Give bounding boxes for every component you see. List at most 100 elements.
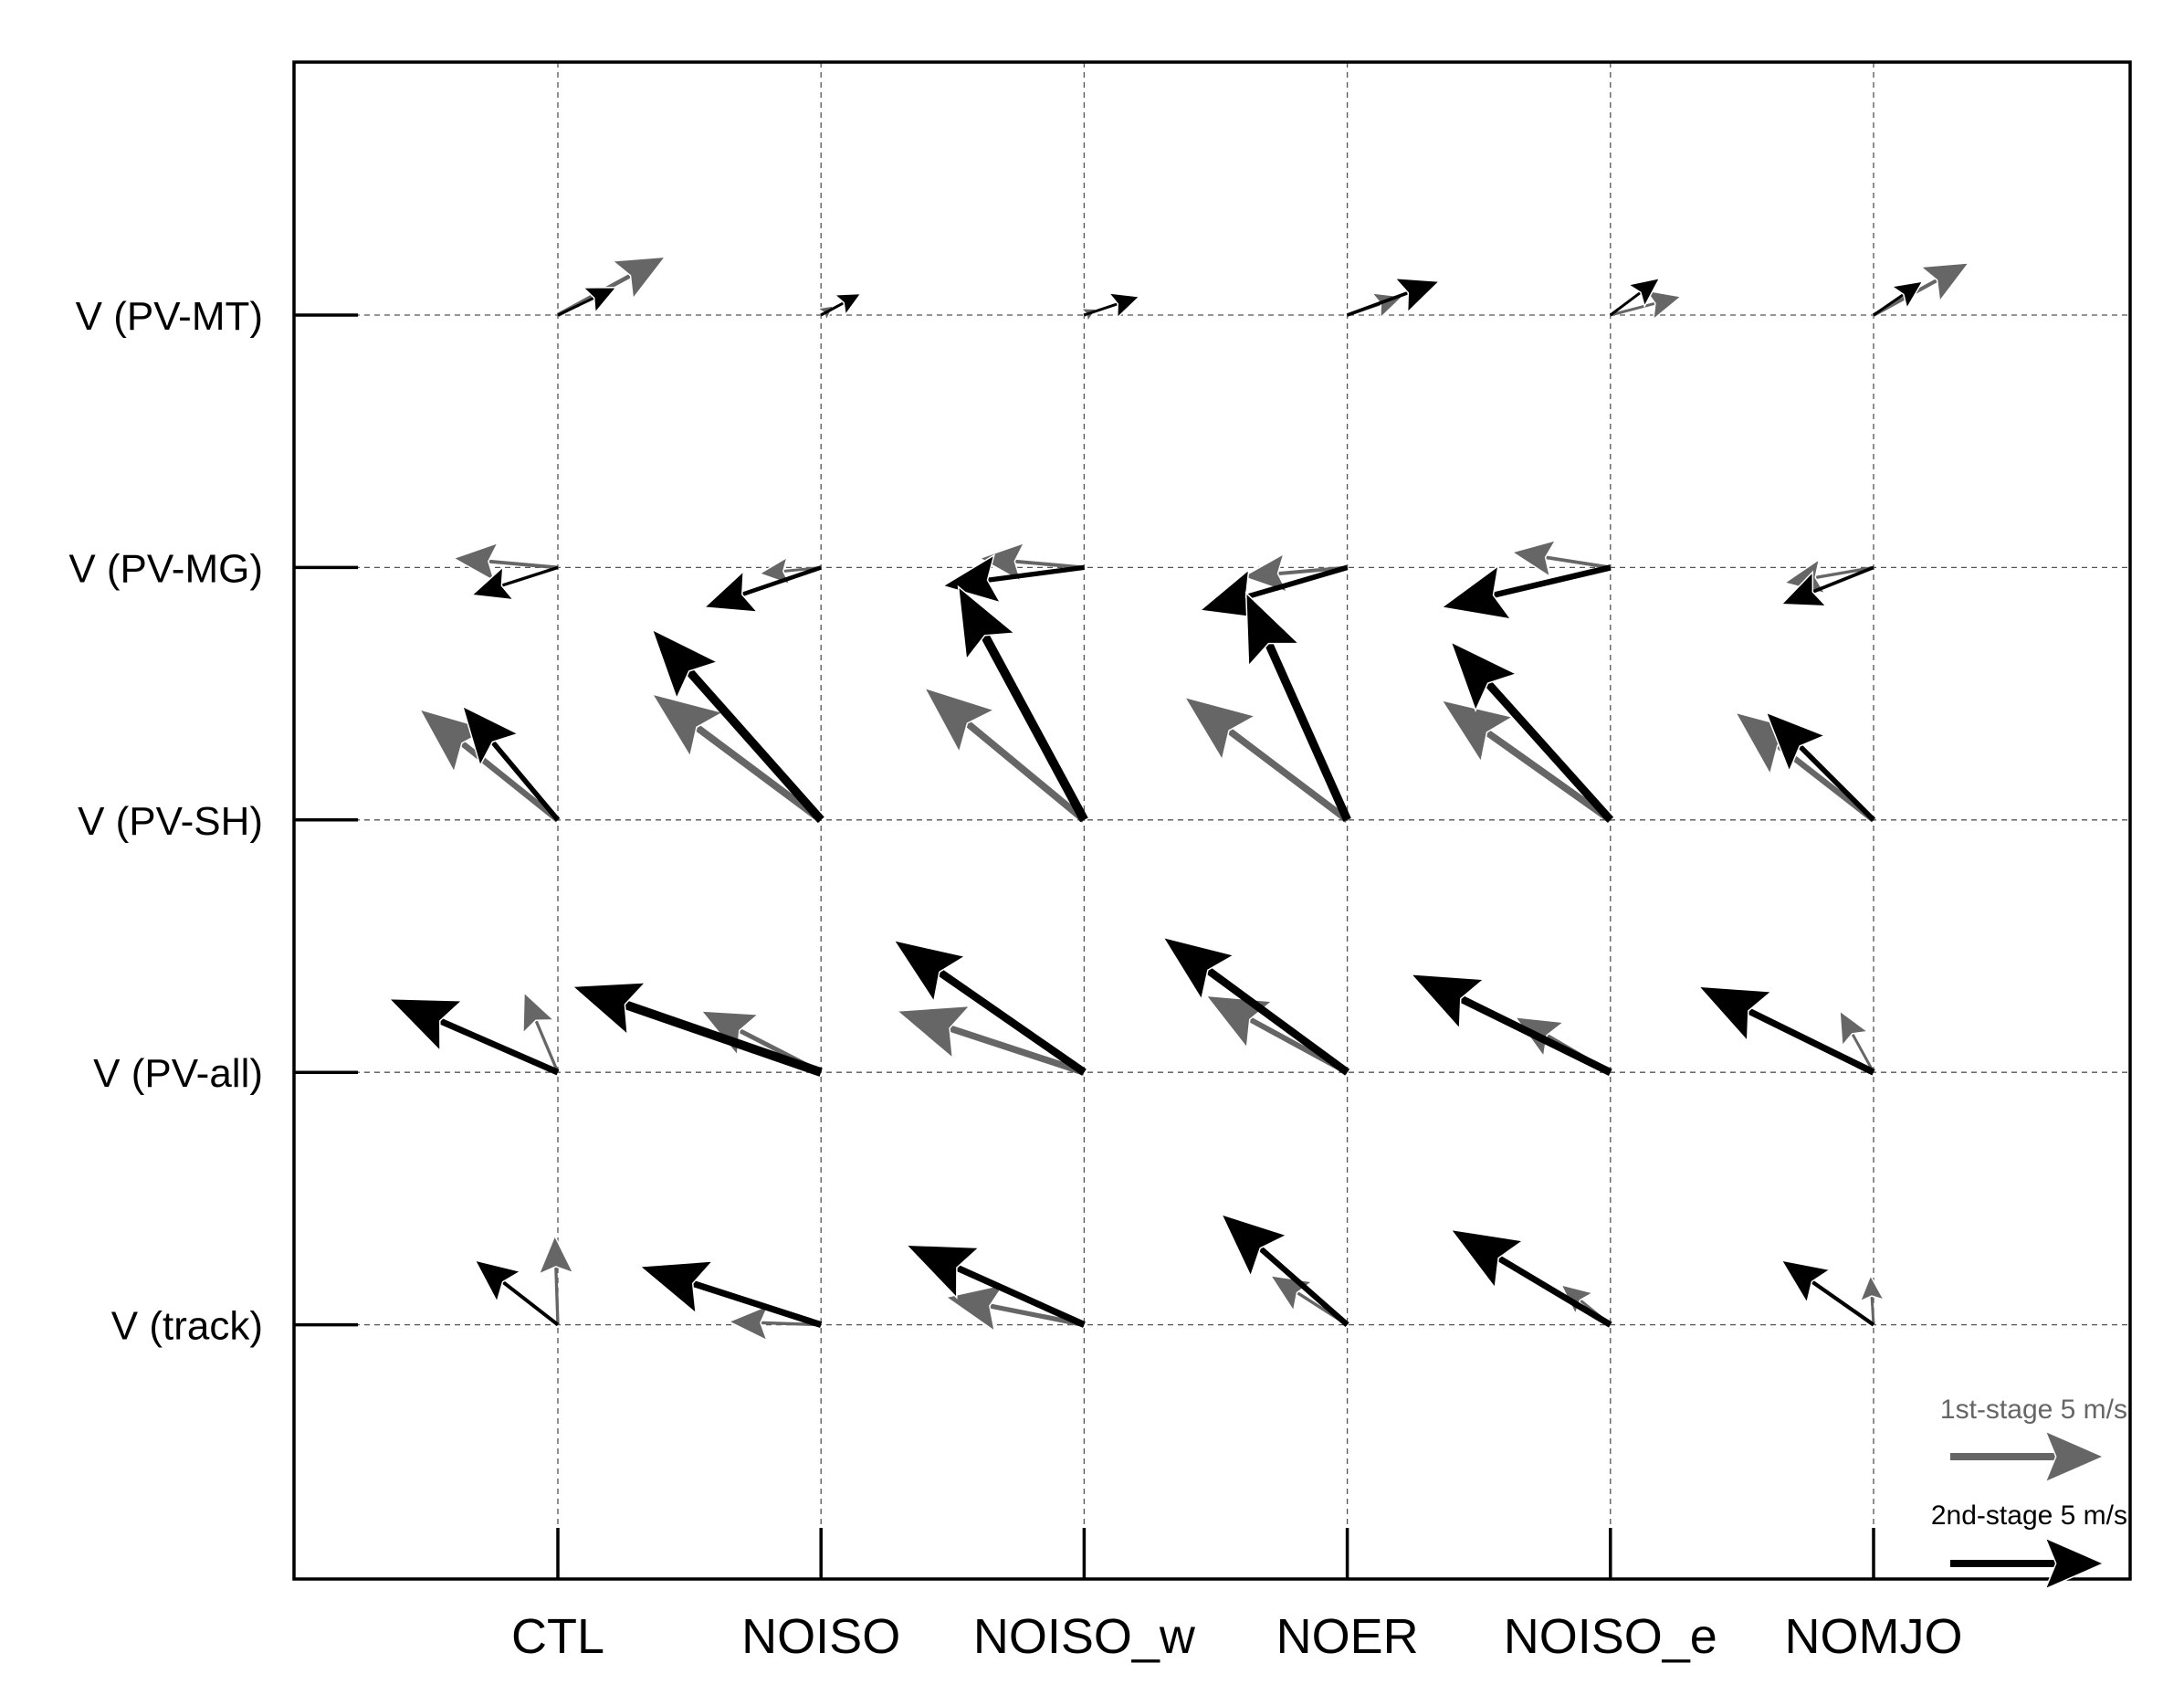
x-tick-label: NOISO_e bbox=[1504, 1609, 1717, 1664]
arrow-shaft bbox=[1265, 641, 1351, 822]
arrow-head bbox=[1696, 985, 1774, 1043]
arrow-shaft bbox=[1609, 290, 1642, 317]
arrow-head bbox=[1643, 289, 1683, 321]
arrow-shaft bbox=[1798, 743, 1876, 822]
vector-second-stage-v-pv-sh-noiso-w bbox=[957, 584, 1088, 823]
arrow-shaft bbox=[989, 1303, 1085, 1328]
arrow-head bbox=[1918, 262, 1970, 303]
x-tick-label: NOISO_w bbox=[973, 1609, 1196, 1664]
arrow-head bbox=[1839, 1009, 1870, 1048]
arrow-head bbox=[522, 991, 556, 1035]
arrow-shaft bbox=[1610, 301, 1656, 317]
arrow-shaft bbox=[1485, 729, 1613, 823]
arrow-shaft bbox=[500, 565, 559, 587]
arrow-head bbox=[473, 1258, 523, 1304]
arrow-head bbox=[944, 1283, 1006, 1333]
legend-label-second-stage: 2nd-stage 5 m/s bbox=[1931, 1500, 2127, 1531]
arrow-head bbox=[833, 292, 863, 317]
arrow-shaft bbox=[438, 1017, 560, 1076]
y-tick-label: V (PV-MG) bbox=[68, 546, 263, 591]
vector-second-stage-v-pv-sh-noiso-e bbox=[1449, 640, 1614, 823]
arrow-shaft bbox=[623, 1000, 823, 1077]
arrow-head bbox=[727, 1304, 770, 1342]
arrow-head bbox=[387, 997, 464, 1053]
arrow-head bbox=[1626, 277, 1662, 309]
arrow-shaft bbox=[1492, 564, 1612, 598]
arrow-head bbox=[940, 553, 1003, 605]
arrow-head bbox=[1107, 291, 1141, 320]
x-tick-label: CTL bbox=[511, 1609, 604, 1664]
arrow-head bbox=[1161, 936, 1236, 1002]
arrow-shaft bbox=[490, 740, 561, 822]
vector-second-stage-v-pv-sh-noiso bbox=[651, 628, 824, 823]
vector-second-stage-v-track-noiso bbox=[638, 1260, 823, 1328]
arrow-head bbox=[923, 687, 996, 754]
arrow-head bbox=[978, 542, 1026, 583]
arrow-head bbox=[537, 1234, 575, 1276]
vector-first-stage-v-track-nomjo bbox=[1859, 1274, 1885, 1325]
arrow-head bbox=[650, 692, 725, 759]
arrow-shaft bbox=[1496, 1255, 1612, 1328]
arrow-shaft bbox=[1346, 290, 1409, 317]
arrow-shaft bbox=[741, 565, 822, 597]
arrow-shaft bbox=[1811, 565, 1874, 594]
arrow-head bbox=[1449, 1228, 1525, 1290]
arrow-shaft bbox=[981, 633, 1088, 823]
arrow-head bbox=[611, 256, 667, 300]
vector-first-stage-v-pv-sh-noiso-e bbox=[1440, 699, 1613, 823]
arrow-head bbox=[1510, 539, 1558, 579]
vector-second-stage-v-track-ctl bbox=[473, 1258, 560, 1327]
arrow-head bbox=[1890, 279, 1925, 311]
axes bbox=[292, 60, 2132, 1581]
arrow-shaft bbox=[691, 1279, 823, 1328]
arrow-shaft bbox=[1258, 1246, 1349, 1327]
vector-second-stage-v-track-nomjo bbox=[1780, 1258, 1875, 1327]
arrow-shaft bbox=[557, 296, 595, 317]
vector-second-stage-v-pv-sh-noer bbox=[1244, 591, 1351, 822]
arrow-head bbox=[957, 584, 1017, 661]
arrow-shaft bbox=[534, 1019, 560, 1073]
y-tick-label: V (PV-SH) bbox=[78, 799, 263, 844]
arrow-head bbox=[1765, 711, 1827, 774]
arrow-shaft bbox=[1083, 302, 1118, 317]
vector-second-stage-v-pv-mg-nomjo bbox=[1780, 565, 1874, 607]
vector-first-stage-v-pv-sh-noer bbox=[1182, 696, 1349, 823]
vector-second-stage-v-track-noer bbox=[1220, 1213, 1349, 1327]
legend-arrow-second-stage bbox=[1950, 1536, 2105, 1591]
x-tick-label: NOER bbox=[1276, 1609, 1419, 1664]
vector-first-stage-v-pv-all-nomjo bbox=[1839, 1009, 1875, 1073]
vector-second-stage-v-pv-mg-noiso-e bbox=[1440, 563, 1612, 621]
arrow-head bbox=[892, 939, 967, 1004]
arrow-shaft bbox=[1870, 1296, 1875, 1325]
arrow-head bbox=[1440, 563, 1513, 621]
arrow-shaft bbox=[1814, 565, 1874, 580]
arrow-shaft bbox=[1485, 680, 1614, 823]
x-tick-label: NOMJO bbox=[1785, 1609, 1963, 1664]
y-tick-label: V (track) bbox=[111, 1304, 263, 1349]
arrow-shaft bbox=[1459, 995, 1612, 1076]
arrow-head bbox=[1393, 277, 1442, 314]
y-tick-label: V (PV-all) bbox=[93, 1051, 263, 1096]
arrow-shaft bbox=[488, 559, 559, 570]
arrow-head bbox=[1449, 640, 1518, 712]
arrow-shaft bbox=[1747, 1007, 1875, 1076]
arrow-head bbox=[1220, 1213, 1289, 1279]
vector-second-stage-v-pv-mt-ctl bbox=[557, 287, 618, 317]
arrow-shaft bbox=[820, 301, 845, 317]
vector-second-stage-v-pv-all-noiso-w bbox=[892, 939, 1087, 1076]
arrow-shaft bbox=[964, 720, 1087, 823]
vector-second-stage-v-pv-sh-ctl bbox=[461, 705, 561, 822]
arrow-shaft bbox=[1811, 1279, 1875, 1327]
legend: 1st-stage 5 m/s 2nd-stage 5 m/s bbox=[1931, 1395, 2127, 1591]
arrow-head bbox=[571, 982, 647, 1037]
arrow-shaft bbox=[1851, 1033, 1875, 1073]
arrow-shaft bbox=[1014, 559, 1085, 570]
arrow-head bbox=[582, 287, 618, 315]
arrow-shaft bbox=[501, 1280, 560, 1327]
arrow-head bbox=[1780, 570, 1829, 607]
vector-second-stage-v-track-noiso-e bbox=[1449, 1228, 1612, 1328]
arrow-head bbox=[2043, 1429, 2105, 1484]
legend-label-first-stage: 1st-stage 5 m/s bbox=[1940, 1395, 2127, 1425]
vector-first-stage-v-pv-mg-noiso-e bbox=[1510, 539, 1612, 579]
